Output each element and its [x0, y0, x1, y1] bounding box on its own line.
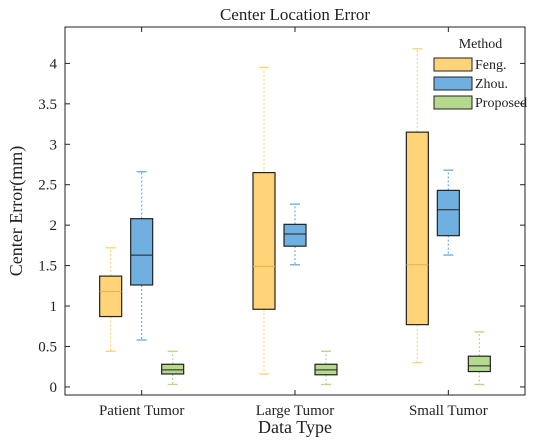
legend-title: Method [459, 37, 503, 52]
y-tick-label: 4 [50, 56, 58, 72]
box-iqr [436, 189, 460, 237]
y-tick-label: 0 [50, 380, 58, 396]
x-tick-label: Large Tumor [256, 403, 334, 419]
x-axis: Patient Tumor Large Tumor Small Tumor [99, 27, 488, 419]
box-iqr [99, 275, 123, 318]
x-axis-title: Data Type [258, 417, 332, 437]
series-zhou- [130, 169, 460, 341]
box-mark [252, 66, 276, 375]
box-iqr [405, 131, 429, 326]
series-feng- [99, 48, 429, 375]
box-mark [161, 350, 185, 386]
box-iqr [252, 171, 276, 310]
series-proposed [161, 331, 491, 386]
box-iqr [467, 355, 491, 373]
legend: Method Feng. Zhou. Proposed [430, 34, 527, 112]
y-axis: 0 0.5 1 1.5 2 2.5 3 3.5 4 [38, 56, 525, 396]
box-mark [436, 169, 460, 256]
y-tick-label: 3 [50, 137, 58, 153]
y-tick-label: 2.5 [38, 178, 57, 194]
box-mark [467, 331, 491, 386]
legend-swatch [433, 57, 473, 72]
y-axis-title: Center Error(mm) [6, 146, 27, 276]
box-iqr [283, 223, 307, 247]
legend-label: Feng. [475, 58, 507, 73]
box-mark [314, 350, 338, 386]
legend-label: Zhou. [475, 77, 508, 92]
chart-title: Center Location Error [220, 5, 370, 24]
box-mark [405, 48, 429, 364]
x-tick-label: Small Tumor [409, 403, 488, 419]
y-tick-label: 3.5 [38, 97, 57, 113]
box-series-group [99, 48, 491, 386]
box-mark [99, 247, 123, 353]
legend-swatch [433, 76, 473, 91]
y-tick-label: 2 [50, 218, 58, 234]
legend-swatch [433, 95, 473, 110]
y-tick-label: 1 [50, 299, 58, 315]
x-tick-label: Patient Tumor [99, 403, 184, 419]
box-mark [283, 203, 307, 266]
legend-label: Proposed [475, 96, 527, 111]
box-mark [130, 171, 154, 341]
box-iqr [130, 218, 154, 286]
y-tick-label: 0.5 [38, 339, 57, 355]
y-tick-label: 1.5 [38, 259, 57, 275]
box-iqr [161, 363, 185, 375]
